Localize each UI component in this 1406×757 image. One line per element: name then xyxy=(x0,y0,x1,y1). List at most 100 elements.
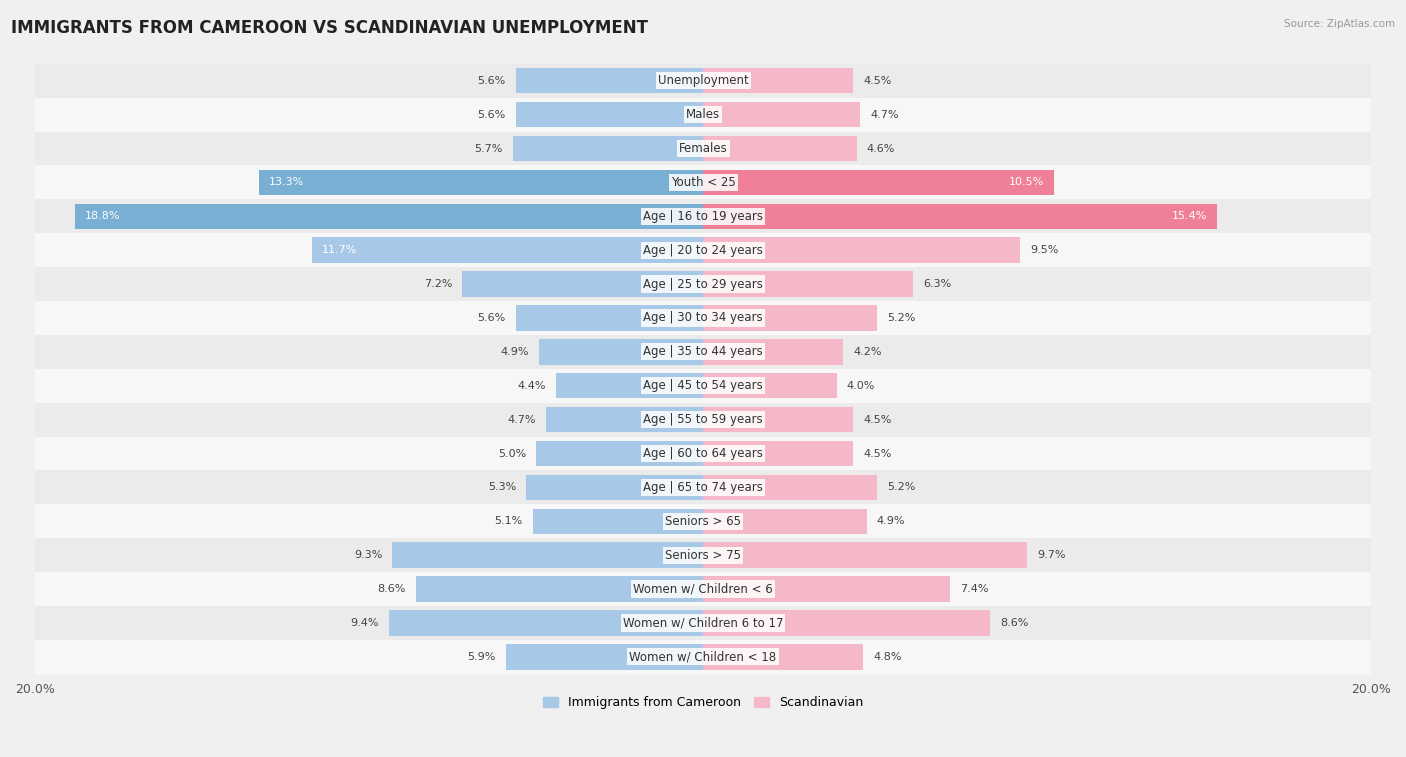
Bar xyxy=(703,204,1218,229)
Bar xyxy=(35,437,1371,470)
Text: 6.3%: 6.3% xyxy=(924,279,952,289)
Text: 4.5%: 4.5% xyxy=(863,76,891,86)
Text: Age | 55 to 59 years: Age | 55 to 59 years xyxy=(643,413,763,426)
Bar xyxy=(35,335,1371,369)
Bar xyxy=(703,576,950,602)
Bar xyxy=(506,644,703,669)
Bar xyxy=(35,369,1371,403)
Bar xyxy=(312,238,703,263)
Text: 9.3%: 9.3% xyxy=(354,550,382,560)
Text: Males: Males xyxy=(686,108,720,121)
Bar xyxy=(536,441,703,466)
Bar xyxy=(35,403,1371,437)
Legend: Immigrants from Cameroon, Scandinavian: Immigrants from Cameroon, Scandinavian xyxy=(538,691,868,714)
Text: 4.9%: 4.9% xyxy=(501,347,529,357)
Bar xyxy=(35,98,1371,132)
Text: Age | 35 to 44 years: Age | 35 to 44 years xyxy=(643,345,763,358)
Text: 5.1%: 5.1% xyxy=(495,516,523,526)
Text: Age | 20 to 24 years: Age | 20 to 24 years xyxy=(643,244,763,257)
Bar xyxy=(35,606,1371,640)
Bar xyxy=(533,509,703,534)
Bar xyxy=(35,199,1371,233)
Text: 9.5%: 9.5% xyxy=(1031,245,1059,255)
Text: 5.2%: 5.2% xyxy=(887,482,915,492)
Bar xyxy=(35,572,1371,606)
Text: IMMIGRANTS FROM CAMEROON VS SCANDINAVIAN UNEMPLOYMENT: IMMIGRANTS FROM CAMEROON VS SCANDINAVIAN… xyxy=(11,19,648,37)
Bar xyxy=(555,373,703,398)
Bar xyxy=(703,305,877,331)
Bar xyxy=(35,538,1371,572)
Text: 4.6%: 4.6% xyxy=(866,144,896,154)
Bar xyxy=(389,610,703,636)
Bar xyxy=(703,610,990,636)
Bar xyxy=(513,136,703,161)
Bar xyxy=(703,68,853,93)
Text: Age | 45 to 54 years: Age | 45 to 54 years xyxy=(643,379,763,392)
Bar xyxy=(416,576,703,602)
Text: 18.8%: 18.8% xyxy=(84,211,121,221)
Bar xyxy=(703,339,844,365)
Text: 9.7%: 9.7% xyxy=(1038,550,1066,560)
Text: 4.9%: 4.9% xyxy=(877,516,905,526)
Bar xyxy=(75,204,703,229)
Text: Women w/ Children < 6: Women w/ Children < 6 xyxy=(633,583,773,596)
Bar xyxy=(392,543,703,568)
Text: Source: ZipAtlas.com: Source: ZipAtlas.com xyxy=(1284,19,1395,29)
Bar xyxy=(35,132,1371,166)
Bar xyxy=(35,233,1371,267)
Bar xyxy=(703,475,877,500)
Text: Unemployment: Unemployment xyxy=(658,74,748,87)
Text: 4.4%: 4.4% xyxy=(517,381,546,391)
Text: 5.6%: 5.6% xyxy=(478,313,506,323)
Text: Females: Females xyxy=(679,142,727,155)
Bar xyxy=(463,271,703,297)
Bar xyxy=(703,238,1021,263)
Text: 9.4%: 9.4% xyxy=(350,618,380,628)
Bar xyxy=(35,64,1371,98)
Text: 8.6%: 8.6% xyxy=(377,584,406,594)
Text: Age | 16 to 19 years: Age | 16 to 19 years xyxy=(643,210,763,223)
Text: 7.2%: 7.2% xyxy=(425,279,453,289)
Bar xyxy=(703,407,853,432)
Bar xyxy=(259,170,703,195)
Bar xyxy=(516,305,703,331)
Text: 15.4%: 15.4% xyxy=(1173,211,1208,221)
Text: 11.7%: 11.7% xyxy=(322,245,357,255)
Text: Age | 25 to 29 years: Age | 25 to 29 years xyxy=(643,278,763,291)
Text: Women w/ Children 6 to 17: Women w/ Children 6 to 17 xyxy=(623,616,783,630)
Text: 7.4%: 7.4% xyxy=(960,584,988,594)
Text: Women w/ Children < 18: Women w/ Children < 18 xyxy=(630,650,776,663)
Text: Seniors > 75: Seniors > 75 xyxy=(665,549,741,562)
Text: 4.5%: 4.5% xyxy=(863,448,891,459)
Text: Age | 65 to 74 years: Age | 65 to 74 years xyxy=(643,481,763,494)
Text: Age | 60 to 64 years: Age | 60 to 64 years xyxy=(643,447,763,460)
Bar xyxy=(703,644,863,669)
Bar xyxy=(35,301,1371,335)
Bar xyxy=(703,543,1026,568)
Bar xyxy=(35,640,1371,674)
Text: 4.0%: 4.0% xyxy=(846,381,875,391)
Bar xyxy=(703,170,1053,195)
Text: 13.3%: 13.3% xyxy=(269,177,304,188)
Bar xyxy=(35,470,1371,504)
Bar xyxy=(526,475,703,500)
Bar xyxy=(703,509,866,534)
Text: Seniors > 65: Seniors > 65 xyxy=(665,515,741,528)
Bar xyxy=(546,407,703,432)
Text: 5.6%: 5.6% xyxy=(478,110,506,120)
Bar xyxy=(703,441,853,466)
Bar xyxy=(703,271,914,297)
Bar xyxy=(540,339,703,365)
Bar xyxy=(516,102,703,127)
Text: 5.3%: 5.3% xyxy=(488,482,516,492)
Text: 5.2%: 5.2% xyxy=(887,313,915,323)
Text: 8.6%: 8.6% xyxy=(1000,618,1029,628)
Text: 5.6%: 5.6% xyxy=(478,76,506,86)
Bar xyxy=(35,166,1371,199)
Text: 4.2%: 4.2% xyxy=(853,347,882,357)
Text: 5.0%: 5.0% xyxy=(498,448,526,459)
Text: 4.7%: 4.7% xyxy=(508,415,536,425)
Text: 5.9%: 5.9% xyxy=(468,652,496,662)
Bar xyxy=(35,504,1371,538)
Text: 10.5%: 10.5% xyxy=(1008,177,1043,188)
